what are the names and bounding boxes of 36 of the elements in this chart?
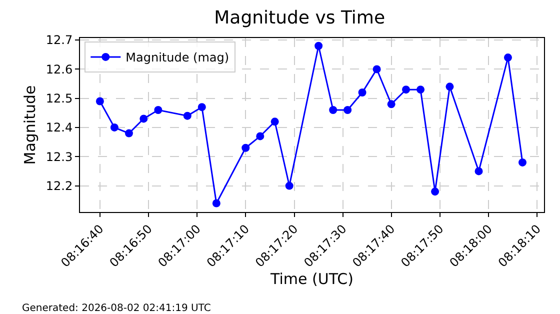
point bbox=[518, 158, 526, 166]
point bbox=[431, 188, 440, 196]
point bbox=[314, 42, 323, 50]
point bbox=[358, 88, 366, 96]
y-tick-label: 12.5 bbox=[46, 92, 73, 106]
point bbox=[140, 114, 148, 123]
point bbox=[402, 86, 410, 94]
point bbox=[446, 82, 454, 91]
point bbox=[256, 132, 264, 140]
text: Generated: 2026-08-02 02:41:19 UTC bbox=[22, 303, 211, 314]
point bbox=[270, 118, 279, 126]
point bbox=[387, 100, 396, 108]
y-tick-label: 12.4 bbox=[46, 120, 73, 135]
x-axis-title: Time (UTC) bbox=[270, 270, 354, 288]
point bbox=[504, 54, 512, 62]
y-tick-label: 12.2 bbox=[46, 178, 73, 193]
point bbox=[110, 123, 118, 132]
point bbox=[242, 144, 250, 152]
chart-title: Magnitude vs Time bbox=[214, 8, 386, 29]
point bbox=[212, 199, 220, 208]
point bbox=[124, 129, 133, 138]
point bbox=[183, 112, 192, 120]
legend-label: Magnitude (mag) bbox=[126, 50, 230, 65]
y-tick-label: 12.6 bbox=[46, 62, 73, 76]
point bbox=[198, 103, 206, 112]
y-tick-label: 12.3 bbox=[46, 150, 73, 164]
y-axis-title: Magnitude bbox=[21, 85, 40, 165]
point bbox=[416, 86, 425, 94]
point bbox=[344, 106, 352, 114]
y-tick-label: 12.7 bbox=[46, 33, 73, 48]
point bbox=[474, 167, 483, 176]
point bbox=[329, 106, 338, 114]
point bbox=[154, 106, 162, 114]
point bbox=[96, 97, 104, 106]
point bbox=[372, 65, 381, 74]
point bbox=[285, 182, 294, 190]
